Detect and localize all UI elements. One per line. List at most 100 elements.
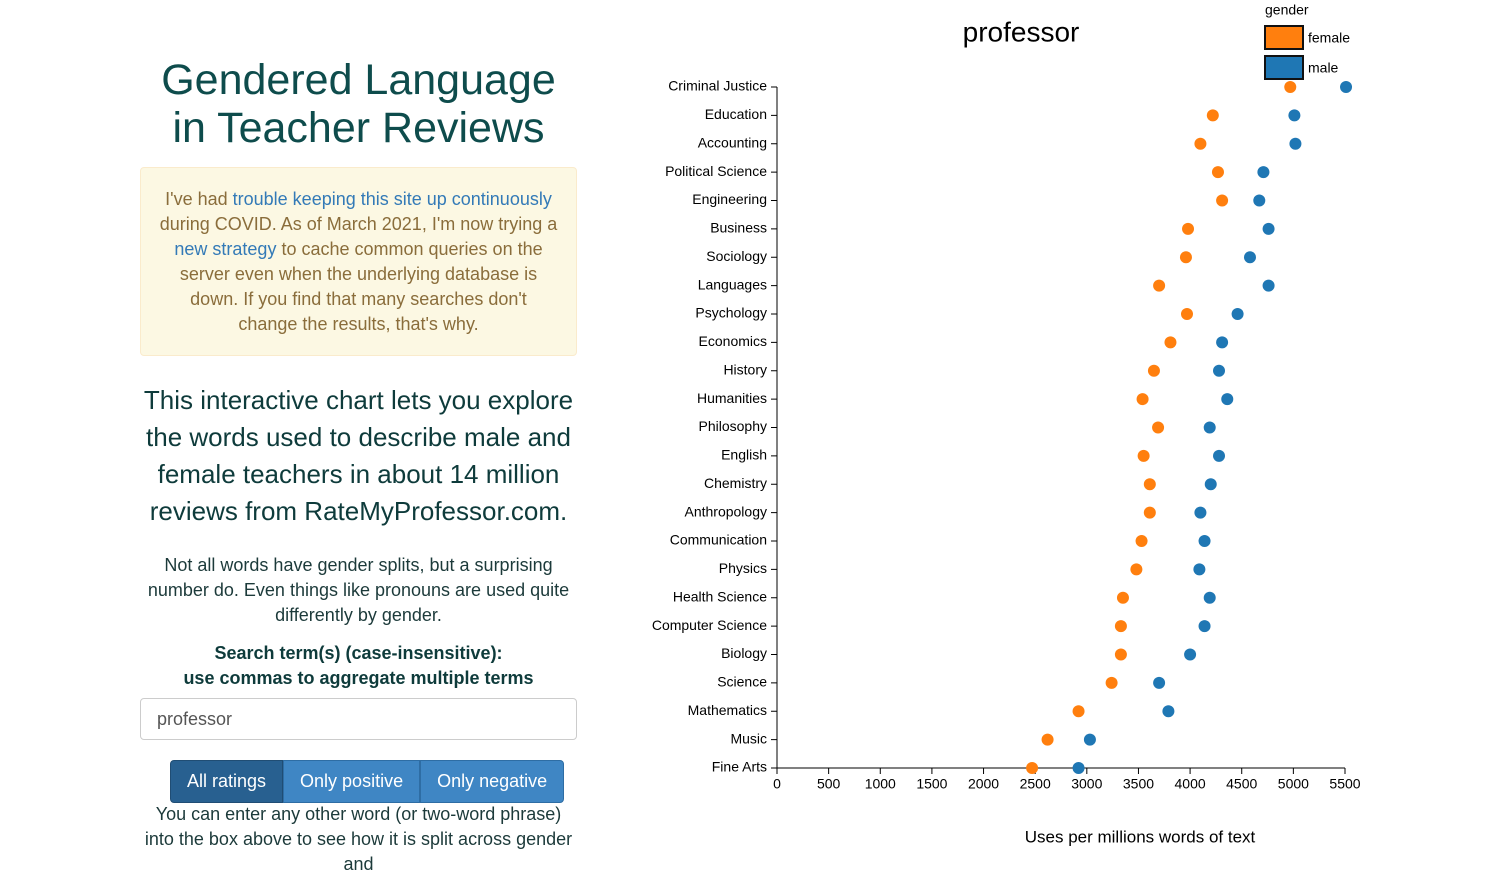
y-tick-label: Chemistry — [704, 475, 767, 491]
y-tick-label: Science — [717, 674, 767, 690]
dot — [1180, 308, 1193, 320]
dot — [1206, 109, 1219, 122]
dot — [1114, 620, 1127, 633]
dot — [1041, 733, 1054, 746]
y-tick-label: Physics — [719, 560, 767, 576]
y-tick-label: Engineering — [692, 191, 767, 207]
notice-text: during COVID. As of March 2021, I'm now … — [159, 214, 558, 234]
y-tick-label: Criminal Justice — [668, 78, 767, 94]
x-tick-label: 2500 — [1020, 776, 1051, 792]
page: {"header": {"title_line1": "Gendered Lan… — [140, 1, 1361, 874]
button[interactable]: Only positive — [283, 760, 421, 803]
dot — [1130, 563, 1143, 576]
dot — [1198, 535, 1211, 547]
legend-label: female — [1308, 30, 1350, 46]
dot — [1194, 506, 1207, 519]
button[interactable]: All ratings — [170, 760, 284, 803]
x-tick-label: 500 — [817, 776, 841, 792]
dot — [1105, 676, 1118, 689]
dot — [1135, 535, 1148, 547]
dot — [1194, 137, 1207, 150]
y-tick-label: Music — [730, 730, 767, 746]
dot — [1284, 81, 1297, 93]
dot — [1136, 393, 1149, 406]
y-tick-label: Business — [710, 220, 767, 236]
dot — [1203, 421, 1216, 434]
dot — [1211, 166, 1224, 179]
y-tick-label: Humanities — [697, 390, 767, 406]
more-text: You can enter any other word (or two-wor… — [144, 804, 573, 874]
x-tick-label: 1500 — [916, 776, 947, 792]
x-tick-label: 5000 — [1278, 776, 1309, 792]
y-tick-label: Mathematics — [688, 702, 767, 718]
dot — [1026, 762, 1039, 774]
y-tick-label: Languages — [698, 276, 767, 292]
button[interactable]: Only negative — [420, 760, 565, 803]
dot — [1216, 336, 1229, 349]
legend-title: gender — [1265, 2, 1309, 18]
x-tick-label: 5500 — [1329, 776, 1360, 792]
y-tick-label: Philosophy — [699, 418, 768, 434]
y-tick-label: Accounting — [698, 134, 767, 150]
link[interactable]: new strategy — [174, 239, 277, 259]
dot — [1137, 449, 1150, 462]
x-tick-label: 1000 — [865, 776, 896, 792]
dot — [1262, 279, 1275, 292]
search-input[interactable]: professor — [140, 698, 577, 740]
intro: This interactive chart lets you explore … — [143, 385, 574, 526]
dot — [1147, 364, 1160, 377]
y-tick-label: English — [721, 447, 767, 463]
dot — [1203, 591, 1216, 604]
x-tick-label: 4500 — [1226, 776, 1257, 792]
notice-text: I've had — [165, 189, 233, 209]
dot — [1116, 591, 1129, 604]
dot — [1253, 194, 1266, 207]
legend-swatch — [1264, 55, 1304, 80]
notice-text: to cache common queries on the server ev… — [179, 239, 543, 334]
y-tick-label: Political Science — [665, 163, 767, 179]
dot — [1262, 222, 1275, 235]
y-tick-label: Fine Arts — [712, 759, 767, 775]
y-tick-label: Computer Science — [652, 617, 767, 633]
dot — [1204, 478, 1217, 491]
dot — [1143, 478, 1156, 491]
x-tick-label: 3500 — [1123, 776, 1154, 792]
x-tick-label: 3000 — [1071, 776, 1102, 792]
dot — [1143, 506, 1156, 519]
dot — [1231, 308, 1244, 320]
chart-title: professor — [963, 16, 1080, 47]
x-axis-label: Uses per millions words of text — [1025, 827, 1256, 846]
notice: I've had trouble keeping this site up co… — [140, 167, 577, 356]
dot — [1193, 563, 1206, 576]
y-tick-label: Communication — [670, 532, 767, 548]
y-tick-label: Education — [705, 106, 767, 122]
dot — [1164, 336, 1177, 349]
dot — [1162, 705, 1175, 718]
dot — [1213, 364, 1226, 377]
dot — [1072, 762, 1085, 774]
y-tick-label: Sociology — [706, 248, 767, 264]
label-line: use commas to aggregate multiple terms — [183, 668, 534, 688]
x-tick-label: 4000 — [1175, 776, 1206, 792]
x-tick-label: 2000 — [968, 776, 999, 792]
legend-label: male — [1308, 60, 1339, 76]
note: Not all words have gender splits, but a … — [147, 555, 570, 625]
y-tick-label: Psychology — [695, 305, 767, 321]
y-tick-label: Biology — [721, 645, 767, 661]
dot — [1182, 222, 1195, 235]
dot — [1340, 81, 1353, 93]
dot — [1221, 393, 1234, 406]
dot — [1288, 109, 1301, 122]
dot — [1213, 449, 1226, 462]
search-label: Search term(s) (case-insensitive): use co… — [140, 641, 577, 691]
y-tick-label: Anthropology — [684, 503, 767, 519]
link[interactable]: trouble keeping this site up continuousl… — [232, 189, 552, 209]
dot — [1083, 733, 1096, 746]
dot — [1114, 648, 1127, 661]
page-title: Gendered Language in Teacher Reviews — [140, 56, 577, 152]
y-tick-label: Economics — [699, 333, 767, 349]
chart: professor gender Uses per millions words… — [652, 2, 1361, 847]
dot — [1153, 279, 1166, 292]
dot — [1289, 137, 1302, 150]
title-line: Gendered Language — [161, 56, 556, 104]
